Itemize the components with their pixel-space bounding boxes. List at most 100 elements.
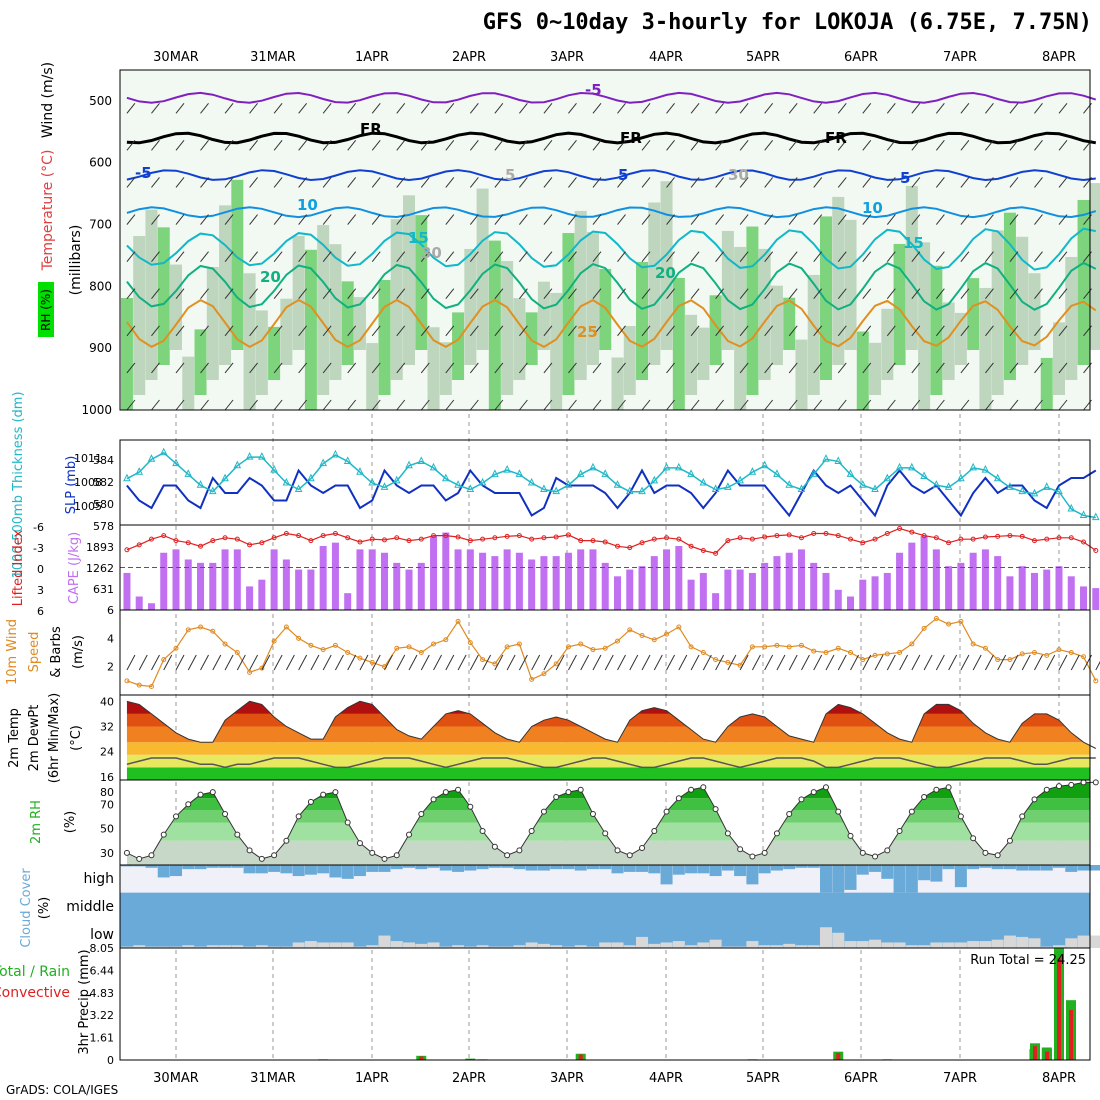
wind-barb [151,102,160,114]
cape-bar [503,549,511,610]
rh2m-marker [430,796,437,803]
wind-barb [126,325,136,337]
thickness-marker [307,473,315,482]
rh-shade [672,277,685,410]
cloud-low-bar [464,946,477,948]
cape-bar [822,572,830,610]
wind-barb [764,251,774,262]
wind-barb [641,177,651,188]
rh2m-marker [700,784,707,791]
wind-barb [837,288,847,300]
wind10m-barb [788,654,798,671]
wind-barb [200,362,209,374]
rh2m-marker [246,847,253,854]
ylabel-temp-units: (°C) [69,725,84,751]
cloud-high-bar [648,865,661,874]
precip-frame [119,947,1091,1061]
rh2m-marker [442,789,449,796]
wind10m-barb [236,654,246,671]
wind10m-barb [984,654,994,671]
thickness-marker [1042,482,1051,490]
cape-bar [847,596,855,610]
wind-barb [617,399,626,411]
wind-barb [1034,214,1043,225]
rh-shade [476,188,489,350]
li-marker [332,531,338,536]
wind-barb [420,399,430,411]
isotherm-line [126,169,1096,182]
li-marker [173,538,179,544]
cloud-low-bar [819,927,832,948]
cloud-low-bar [513,945,526,948]
wind-barb [813,288,823,300]
wind-speed-marker [627,627,633,633]
cloud-high-bar [219,865,232,868]
contour-label: 10 [297,196,318,214]
cloud-low-bar [206,945,219,948]
chart-title: GFS 0~10day 3-hourly for LOKOJA (6.75E, … [482,10,1092,35]
li-marker [897,526,903,532]
wind-barb [494,399,504,411]
rh-tick: 80 [100,786,114,799]
wind-speed-marker [320,647,326,653]
cloud-high-bar [488,865,501,868]
li-marker [651,536,657,542]
rh2m-marker [835,808,842,815]
cape-bar [442,532,450,610]
wind10m-barb [1058,654,1068,671]
wind-barb [347,251,357,262]
ylabel-2m-temp: 2m Temp [7,708,22,768]
cloud-low-bar [133,945,146,948]
wind-barb [151,214,160,225]
wind-barb [175,399,185,411]
wind-barb [985,399,994,411]
li-marker [529,536,535,542]
wind-barb [175,140,185,151]
wind-barb [126,288,136,300]
wind-barb [641,102,651,114]
wind-speed-marker [615,638,620,644]
cape-bar [834,589,842,610]
wind10m-barb [1095,661,1100,671]
cloud-low-bar [1053,945,1065,948]
pressure-tick: 500 [89,94,112,108]
wind-speed-marker [136,682,142,688]
wind-barb [837,102,847,114]
date-label-top: 2APR [452,50,486,65]
cloud-high-bar [157,865,170,878]
cloud-low-bar [869,939,882,948]
li-marker [369,536,375,542]
wind10m-barb [1034,654,1043,671]
wind-barb [960,362,970,374]
wind-speed-marker [455,618,461,624]
wind-barb [886,214,896,225]
wind-speed-marker [958,618,964,624]
date-label-top: 4APR [649,50,683,65]
cloud-low-bar [623,945,636,948]
wind-speed-marker [688,644,694,650]
wind10m-barb [249,654,259,671]
wind-barb [666,399,675,411]
thickness-marker [724,482,732,490]
pressure-tick: 1000 [81,403,112,417]
thickness-marker [294,484,303,493]
li-marker [786,532,792,538]
wind-barb [249,325,258,337]
ylabel-cape: CAPE (J/kg) [67,532,82,604]
thickness-tick: 578 [93,520,114,533]
wind-barb [715,102,725,114]
wind-speed-marker [283,624,289,630]
rh-shade [979,287,992,410]
li-marker [884,531,890,536]
rh-shade [427,327,440,410]
rh2m-marker [602,830,609,837]
ylabel-speed: Speed [27,632,42,673]
wind-barb [469,288,479,300]
rh-shade [893,243,906,365]
wind10m-barb [420,654,430,671]
cloud-high-bar [403,865,416,868]
wind-barb [739,325,749,337]
wind10m-barb [837,654,847,671]
cloud-high-bar [881,865,894,879]
wind-speed-marker [860,657,866,663]
